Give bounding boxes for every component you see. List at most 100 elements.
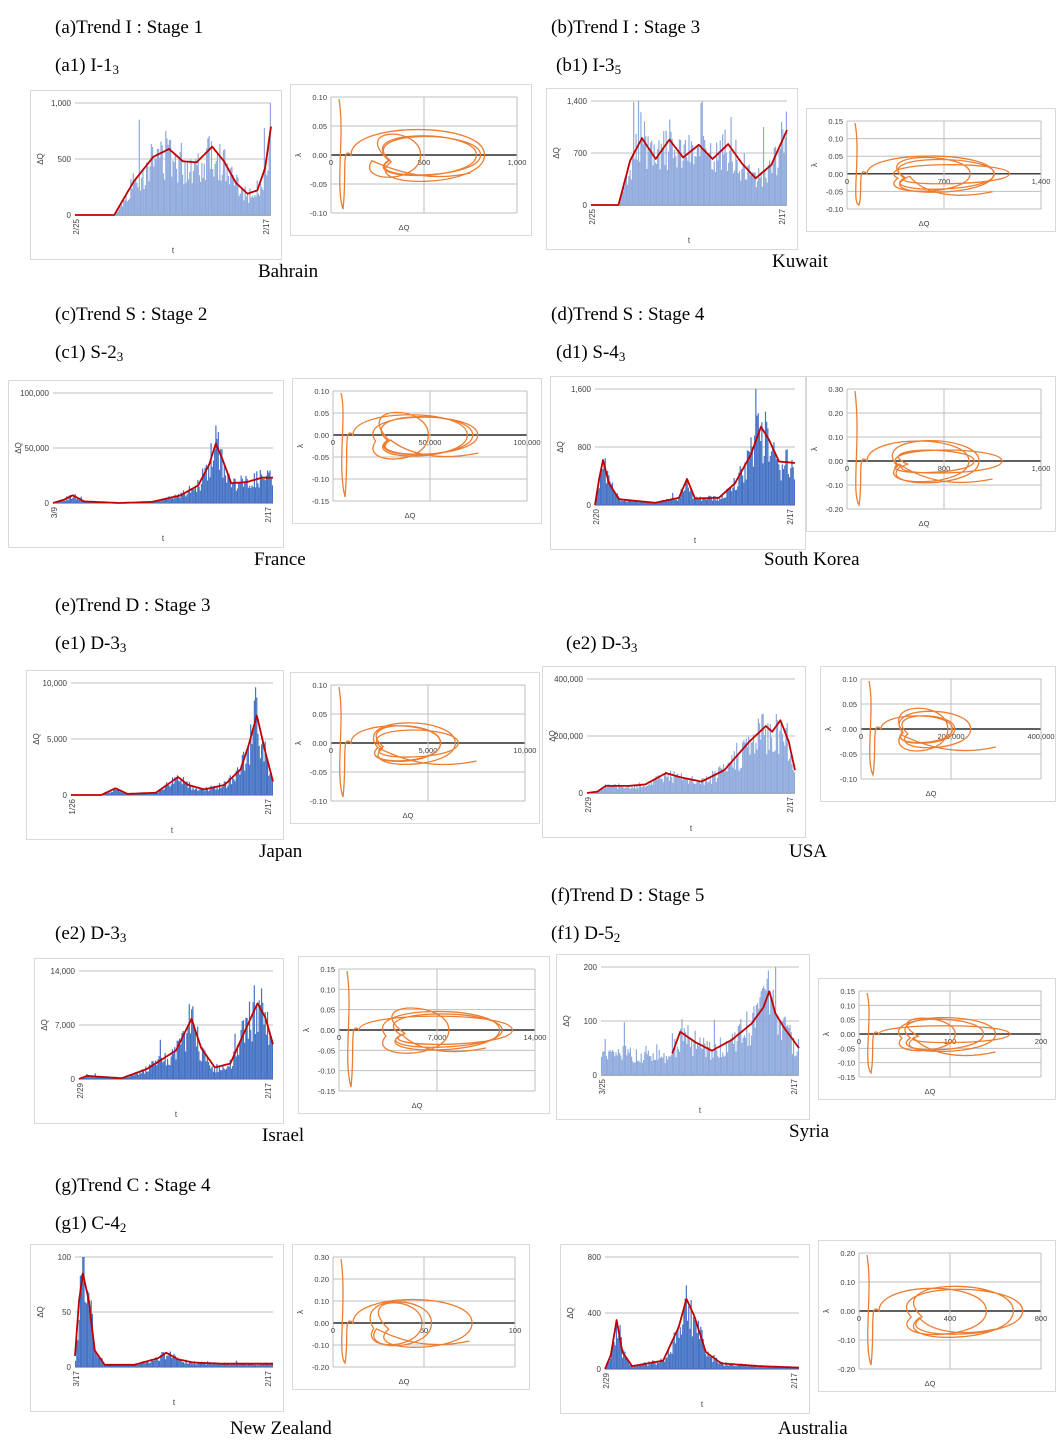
bar bbox=[169, 1351, 171, 1367]
bar bbox=[200, 788, 203, 795]
bar bbox=[694, 1319, 696, 1369]
bar bbox=[624, 178, 626, 205]
bar bbox=[681, 167, 683, 205]
x-axis-label: t bbox=[173, 1398, 176, 1407]
bar bbox=[227, 1066, 229, 1079]
y-tick-label: -0.20 bbox=[838, 1365, 855, 1374]
bar bbox=[123, 1364, 125, 1367]
bar bbox=[246, 748, 248, 795]
y-tick-label: 0.00 bbox=[312, 151, 327, 160]
y-axis-label: ΔQ bbox=[552, 147, 561, 159]
bar bbox=[728, 489, 730, 505]
bar bbox=[609, 481, 611, 505]
bar bbox=[703, 1346, 706, 1369]
y-tick-label: 50,000 bbox=[25, 444, 50, 453]
y-tick-label: 1,400 bbox=[567, 97, 588, 106]
bar bbox=[131, 188, 133, 215]
bar bbox=[711, 500, 714, 505]
chart-syria-phase: 0.15 0.10 0.05 0.00 -0.05 -0.10 -0.15 0 100 200 ΔQ… bbox=[818, 978, 1056, 1100]
bar bbox=[237, 177, 239, 215]
bar bbox=[678, 1337, 680, 1369]
y-tick-label: -0.15 bbox=[312, 497, 329, 506]
bar bbox=[144, 793, 146, 795]
bar bbox=[742, 1364, 744, 1369]
bar bbox=[212, 1071, 214, 1079]
bar bbox=[254, 687, 257, 795]
bar bbox=[172, 497, 174, 503]
bar bbox=[190, 492, 192, 503]
bar bbox=[671, 1033, 673, 1075]
bar bbox=[669, 770, 672, 793]
bar bbox=[183, 184, 185, 215]
bar bbox=[746, 450, 749, 505]
bar bbox=[649, 502, 651, 505]
bar bbox=[735, 1365, 737, 1369]
bar bbox=[205, 1061, 207, 1079]
bar bbox=[684, 140, 686, 205]
bar bbox=[127, 200, 130, 215]
bars bbox=[102, 687, 273, 795]
bar bbox=[759, 177, 761, 205]
bar bbox=[81, 501, 84, 503]
x-tick-label: 2/17 bbox=[790, 1078, 799, 1094]
y-tick-label: -0.10 bbox=[318, 1067, 335, 1076]
bar bbox=[605, 1056, 607, 1075]
bar bbox=[671, 138, 673, 205]
fit-curve bbox=[594, 425, 796, 506]
bar bbox=[153, 166, 155, 215]
bar bbox=[633, 1062, 635, 1075]
bar bbox=[613, 1341, 615, 1369]
bar bbox=[201, 162, 203, 215]
bar bbox=[259, 470, 261, 503]
bar bbox=[169, 498, 171, 503]
bar bbox=[158, 789, 160, 795]
phase-trajectory bbox=[866, 992, 1011, 1075]
bar bbox=[660, 1358, 662, 1369]
x-axis-label: t bbox=[162, 534, 165, 543]
bar bbox=[698, 146, 700, 205]
bar bbox=[251, 485, 253, 503]
bar bbox=[223, 1068, 225, 1079]
bar bbox=[713, 495, 715, 505]
bar bbox=[638, 782, 640, 793]
bar bbox=[243, 1363, 245, 1367]
bar bbox=[685, 778, 687, 793]
bar bbox=[191, 489, 193, 503]
bar bbox=[677, 151, 679, 205]
bar bbox=[676, 1046, 678, 1075]
fit-curve bbox=[75, 126, 272, 216]
bar bbox=[105, 792, 108, 795]
y-tick-label: 100 bbox=[584, 1017, 598, 1026]
bar bbox=[233, 779, 235, 795]
bar bbox=[244, 770, 246, 795]
bar bbox=[228, 184, 231, 215]
bar bbox=[779, 1023, 781, 1075]
bar bbox=[232, 1363, 234, 1367]
bar bbox=[777, 167, 779, 205]
bar bbox=[638, 1060, 640, 1075]
y-tick-label: 0 bbox=[593, 1071, 598, 1080]
bar bbox=[779, 1367, 781, 1369]
bar bbox=[223, 781, 225, 795]
bar bbox=[778, 1367, 780, 1369]
bar bbox=[751, 1035, 753, 1075]
bar bbox=[62, 500, 64, 503]
bar bbox=[203, 1048, 205, 1079]
y-tick-label: 400,000 bbox=[554, 675, 583, 684]
x-tick-label: 2/17 bbox=[786, 508, 795, 524]
bar bbox=[617, 496, 620, 505]
x-axis-label: t bbox=[172, 246, 175, 255]
bar bbox=[719, 140, 721, 205]
bar bbox=[135, 178, 137, 215]
y-tick-label: 500 bbox=[58, 155, 72, 164]
bar bbox=[754, 1365, 756, 1369]
bar bbox=[734, 1032, 736, 1075]
bar bbox=[257, 1363, 259, 1367]
x-tick-label: 0 bbox=[337, 1033, 341, 1042]
bar bbox=[214, 449, 216, 503]
bar bbox=[791, 1053, 793, 1075]
bar bbox=[621, 786, 624, 793]
bar bbox=[654, 162, 656, 205]
bar bbox=[764, 988, 766, 1075]
